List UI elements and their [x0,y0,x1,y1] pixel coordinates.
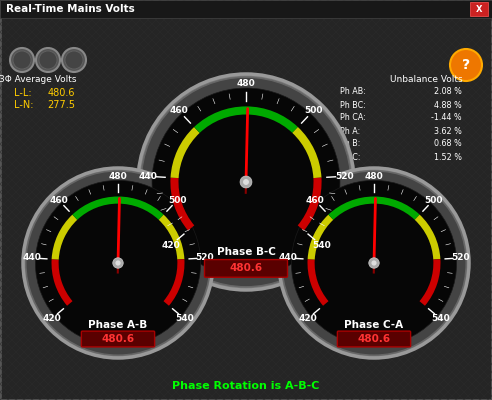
Text: Unbalance Volts: Unbalance Volts [390,76,462,84]
Text: 500: 500 [168,196,186,205]
Wedge shape [159,215,184,260]
Wedge shape [328,196,420,220]
Wedge shape [52,259,72,306]
Wedge shape [308,215,333,260]
Text: 1.52 %: 1.52 % [434,152,462,162]
Circle shape [152,88,340,276]
Wedge shape [170,178,194,230]
Wedge shape [52,215,77,260]
Circle shape [35,180,201,346]
Text: Ph A:: Ph A: [340,126,360,136]
Text: 3Φ Average Volts: 3Φ Average Volts [0,76,77,84]
Circle shape [62,48,86,72]
Circle shape [282,171,466,355]
Circle shape [279,168,469,358]
Text: 540: 540 [431,314,450,323]
Text: 4.88 %: 4.88 % [434,100,462,110]
Text: Phase A-B: Phase A-B [89,320,148,330]
Text: 520: 520 [195,254,214,262]
Text: 420: 420 [299,314,317,323]
FancyBboxPatch shape [205,260,287,277]
Wedge shape [72,196,164,220]
Text: Ph AB:: Ph AB: [340,88,366,96]
Circle shape [243,179,249,185]
Text: 480: 480 [237,79,255,88]
Text: 480.6: 480.6 [48,88,75,98]
Text: Real-Time Mains Volts: Real-Time Mains Volts [6,4,135,14]
Text: 480.6: 480.6 [101,334,135,344]
Text: Phase B-C: Phase B-C [216,247,276,257]
Text: ?: ? [462,58,470,72]
Circle shape [141,77,351,287]
Text: 440: 440 [278,254,297,262]
Text: Ph BC:: Ph BC: [340,100,366,110]
Text: 277.5: 277.5 [47,100,75,110]
Text: 520: 520 [335,172,353,181]
Circle shape [26,171,210,355]
Wedge shape [420,259,440,306]
Text: 440: 440 [138,172,157,181]
Wedge shape [163,259,184,306]
Text: 440: 440 [22,254,41,262]
Circle shape [138,74,354,290]
Bar [470,2,488,16]
Text: L-L:: L-L: [14,88,31,98]
Text: Phase C-A: Phase C-A [344,320,403,330]
Text: Ph CA:: Ph CA: [340,114,366,122]
Circle shape [450,49,482,81]
Wedge shape [194,106,298,133]
Wedge shape [415,215,440,260]
Text: 540: 540 [175,314,193,323]
Circle shape [371,260,376,266]
Text: 3.62 %: 3.62 % [434,126,462,136]
Circle shape [240,176,252,188]
Text: 500: 500 [424,196,443,205]
FancyBboxPatch shape [81,331,154,347]
Wedge shape [292,127,321,178]
Text: 460: 460 [49,196,68,205]
Text: 520: 520 [451,254,470,262]
Circle shape [369,258,379,268]
Wedge shape [298,178,322,230]
Wedge shape [171,127,200,178]
Text: 420: 420 [161,241,180,250]
Circle shape [113,258,123,268]
Circle shape [10,48,34,72]
Text: Ph C:: Ph C: [340,152,361,162]
Text: 480.6: 480.6 [229,264,263,274]
Wedge shape [308,259,329,306]
Text: 480: 480 [109,172,127,181]
Text: X: X [476,4,482,14]
Circle shape [23,168,213,358]
Bar [0,0,492,18]
Text: 2.08 %: 2.08 % [434,88,462,96]
Text: 480.6: 480.6 [357,334,391,344]
Text: 460: 460 [169,106,188,115]
Text: Ph B:: Ph B: [340,140,360,148]
Circle shape [13,51,31,69]
Text: 460: 460 [306,196,324,205]
Circle shape [39,51,57,69]
Text: 480: 480 [365,172,383,181]
Text: 500: 500 [304,106,323,115]
Text: L-N:: L-N: [14,100,33,110]
Text: Phase Rotation is A-B-C: Phase Rotation is A-B-C [172,381,320,391]
Circle shape [291,180,457,346]
Circle shape [36,48,60,72]
Text: 420: 420 [42,314,61,323]
FancyBboxPatch shape [338,331,411,347]
Text: -1.44 %: -1.44 % [431,114,462,122]
Circle shape [116,260,121,266]
Circle shape [65,51,83,69]
Text: 540: 540 [312,241,331,250]
Text: 0.68 %: 0.68 % [434,140,462,148]
